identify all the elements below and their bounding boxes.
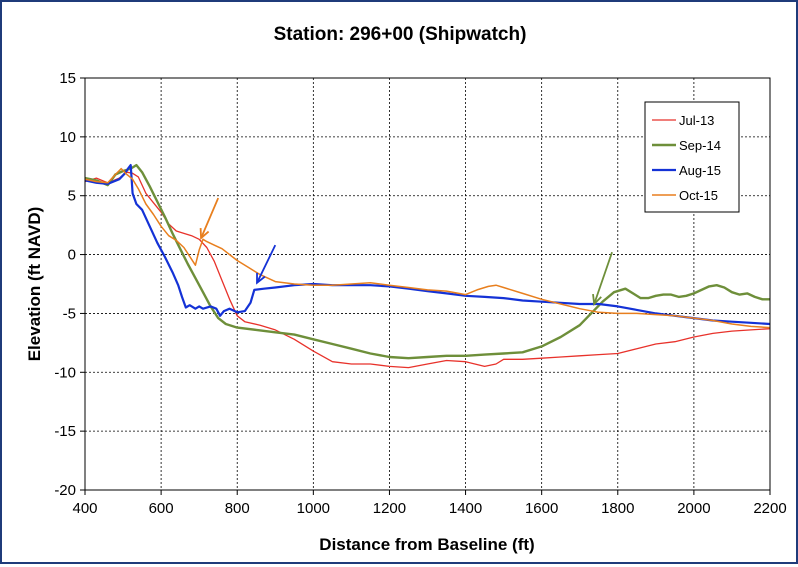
y-tick-label: 15 xyxy=(59,70,76,87)
annotation-arrow-shaft xyxy=(200,197,220,239)
x-axis-ticks: 400 600 800 1000 1200 1400 1600 1800 2000 2200 xyxy=(72,490,787,517)
y-axis-ticks: 15 10 5 0 -5 -10 -15 -20 xyxy=(54,70,85,499)
series-line-oct-15 xyxy=(85,167,770,329)
legend-label-oct-15: Oct-15 xyxy=(679,188,718,203)
series-layer xyxy=(85,163,770,369)
legend: Jul-13 Sep-14 Aug-15 Oct-15 xyxy=(644,101,740,213)
annotation-arrow-shaft xyxy=(593,251,613,305)
annotation-arrow-head xyxy=(592,293,602,306)
x-tick-label: 1800 xyxy=(601,500,634,517)
y-axis-label: Elevation (ft NAVD) xyxy=(25,207,44,362)
legend-label-sep-14: Sep-14 xyxy=(679,138,721,153)
annotation-arrow-head xyxy=(256,272,266,285)
series-line-sep-14 xyxy=(85,163,770,360)
x-tick-label: 1400 xyxy=(449,500,482,517)
series-line-aug-15 xyxy=(85,164,770,326)
x-tick-label: 1600 xyxy=(525,500,558,517)
x-tick-label: 600 xyxy=(149,500,174,517)
x-tick-label: 400 xyxy=(72,500,97,517)
x-tick-label: 1000 xyxy=(297,500,330,517)
y-tick-label: -15 xyxy=(54,423,76,440)
legend-label-aug-15: Aug-15 xyxy=(679,163,721,178)
y-tick-label: -10 xyxy=(54,364,76,381)
y-tick-label: 10 xyxy=(59,129,76,146)
annotation-arrow-shaft xyxy=(256,244,277,284)
y-tick-label: 5 xyxy=(68,188,76,205)
x-tick-label: 800 xyxy=(225,500,250,517)
legend-label-jul-13: Jul-13 xyxy=(679,113,714,128)
x-tick-label: 2000 xyxy=(677,500,710,517)
x-tick-label: 2200 xyxy=(753,500,786,517)
series-line-jul-13 xyxy=(85,171,770,369)
plot-border xyxy=(84,77,771,491)
gridlines xyxy=(85,78,770,490)
annotation-layer xyxy=(199,197,613,306)
x-axis-label: Distance from Baseline (ft) xyxy=(319,535,534,554)
annotation-arrow-head xyxy=(199,228,210,240)
x-tick-label: 1200 xyxy=(373,500,406,517)
y-tick-label: -20 xyxy=(54,482,76,499)
y-tick-label: -5 xyxy=(63,305,76,322)
chart-title: Station: 296+00 (Shipwatch) xyxy=(274,24,527,45)
y-tick-label: 0 xyxy=(68,247,76,264)
